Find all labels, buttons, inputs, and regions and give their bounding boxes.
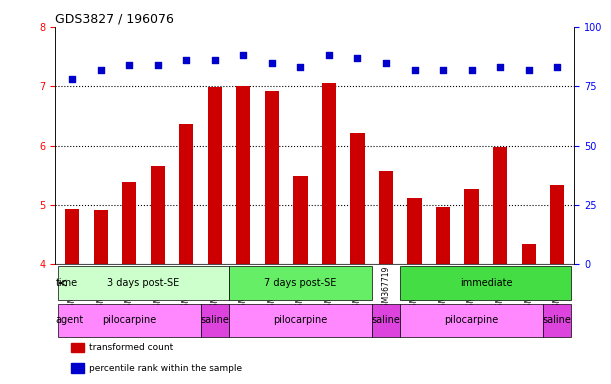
- Point: [496, 64, 505, 70]
- Point: [552, 64, 562, 70]
- Point: [67, 76, 77, 82]
- Bar: [322, 83, 336, 264]
- Bar: [522, 243, 536, 264]
- Bar: [70, 343, 84, 352]
- FancyBboxPatch shape: [371, 303, 400, 337]
- Point: [267, 60, 277, 66]
- Point: [467, 66, 477, 73]
- Bar: [208, 88, 222, 264]
- Point: [324, 52, 334, 58]
- Point: [409, 66, 419, 73]
- Point: [210, 57, 220, 63]
- FancyBboxPatch shape: [200, 303, 229, 337]
- Bar: [293, 177, 307, 264]
- Text: pilocarpine: pilocarpine: [273, 315, 327, 325]
- Text: saline: saline: [200, 315, 229, 325]
- Text: GDS3827 / 196076: GDS3827 / 196076: [55, 13, 174, 26]
- Bar: [550, 185, 565, 264]
- Bar: [408, 198, 422, 264]
- FancyBboxPatch shape: [400, 266, 571, 300]
- Bar: [65, 209, 79, 264]
- Text: immediate: immediate: [459, 278, 512, 288]
- Bar: [436, 207, 450, 264]
- Bar: [179, 124, 194, 264]
- Point: [353, 55, 362, 61]
- FancyBboxPatch shape: [58, 303, 200, 337]
- Bar: [350, 132, 365, 264]
- Bar: [122, 182, 136, 264]
- FancyBboxPatch shape: [400, 303, 543, 337]
- Bar: [265, 91, 279, 264]
- Point: [181, 57, 191, 63]
- Text: 7 days post-SE: 7 days post-SE: [264, 278, 337, 288]
- Bar: [150, 166, 165, 264]
- Text: saline: saline: [371, 315, 400, 325]
- Point: [524, 66, 533, 73]
- Point: [438, 66, 448, 73]
- Bar: [236, 86, 251, 264]
- Bar: [93, 210, 108, 264]
- Bar: [70, 363, 84, 372]
- Bar: [379, 171, 393, 264]
- Text: time: time: [56, 278, 78, 288]
- Point: [124, 62, 134, 68]
- FancyBboxPatch shape: [229, 266, 371, 300]
- Text: 3 days post-SE: 3 days post-SE: [108, 278, 180, 288]
- Point: [153, 62, 163, 68]
- Point: [238, 52, 248, 58]
- Text: pilocarpine: pilocarpine: [444, 315, 499, 325]
- Text: saline: saline: [543, 315, 572, 325]
- Point: [296, 64, 306, 70]
- FancyBboxPatch shape: [229, 303, 371, 337]
- FancyBboxPatch shape: [543, 303, 571, 337]
- Bar: [493, 147, 507, 264]
- Text: pilocarpine: pilocarpine: [102, 315, 156, 325]
- Point: [381, 60, 391, 66]
- Bar: [464, 189, 479, 264]
- Text: agent: agent: [56, 315, 84, 325]
- FancyBboxPatch shape: [58, 266, 229, 300]
- Point: [96, 66, 106, 73]
- Text: transformed count: transformed count: [89, 343, 173, 352]
- Text: percentile rank within the sample: percentile rank within the sample: [89, 364, 242, 372]
